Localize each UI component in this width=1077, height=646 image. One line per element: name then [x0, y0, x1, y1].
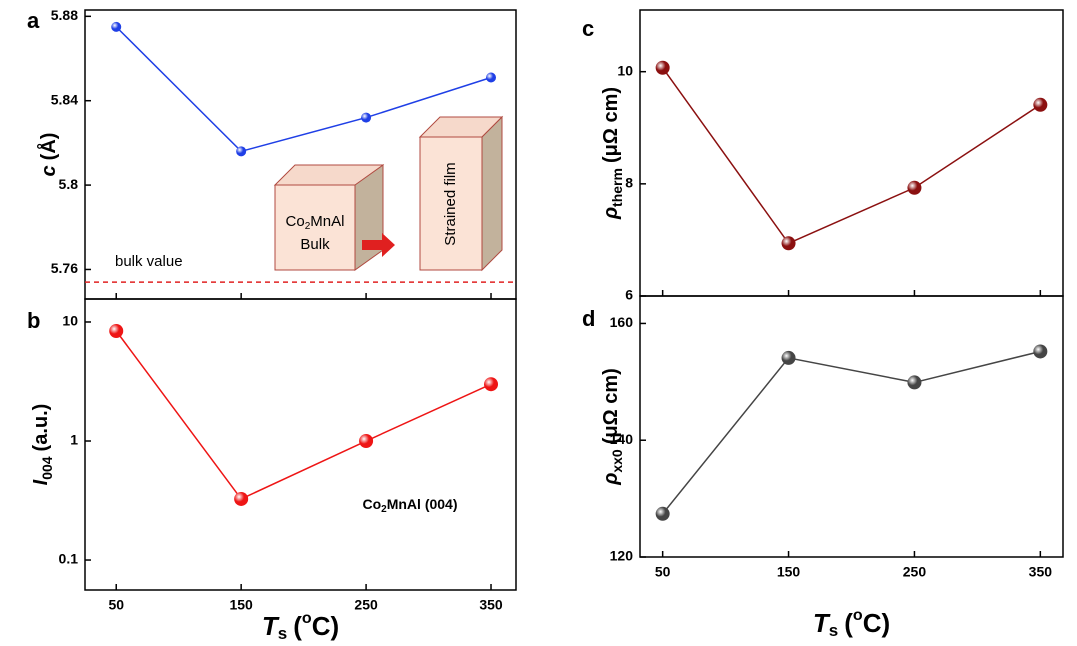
inset-part: Co: [286, 213, 305, 230]
y-label-unit: (a.u.): [30, 404, 52, 452]
y-tick-label: 6: [625, 287, 633, 303]
y-label-unit: (μΩ cm): [600, 368, 622, 444]
marker: [656, 61, 670, 75]
y-tick-label: 5.76: [51, 260, 78, 276]
y-label-sub: therm: [609, 168, 625, 207]
x-tick-label: 50: [655, 564, 671, 580]
y-tick-label: 120: [610, 548, 634, 564]
y-tick-label: 0.1: [59, 551, 79, 567]
marker: [782, 351, 796, 365]
x-label-open: (: [844, 608, 853, 638]
y-axis-label: ρtherm (μΩ cm): [600, 87, 624, 220]
inset-diagram: Co2MnAl Bulk Strained film: [275, 117, 502, 270]
inset-part: MnAl: [310, 213, 344, 230]
inset-label: Co2MnAl: [286, 213, 345, 232]
annotation: Co2MnAl (004): [362, 496, 457, 515]
marker: [361, 113, 371, 123]
marker: [359, 434, 373, 448]
marker: [109, 324, 123, 338]
marker: [1033, 344, 1047, 358]
x-tick-label: 350: [1029, 564, 1053, 580]
marker: [484, 377, 498, 391]
x-tick-label: 150: [229, 597, 253, 613]
marker: [656, 507, 670, 521]
x-label-close: C): [863, 608, 890, 638]
x-label-sup: o: [853, 607, 863, 624]
inset-label: Bulk: [300, 236, 330, 253]
series-line: [663, 68, 1041, 244]
x-tick-label: 250: [903, 564, 927, 580]
figure: Co2MnAl Bulk Strained film a 5.76 5.8 5.84 5.8…: [0, 0, 1077, 646]
panel-label: a: [27, 8, 40, 33]
marker: [236, 146, 246, 156]
marker: [782, 236, 796, 250]
panel-label: b: [27, 308, 40, 333]
x-tick-label: 350: [479, 597, 503, 613]
x-axis-label: Ts(oC): [813, 607, 890, 640]
y-tick-label: 160: [610, 314, 634, 330]
x-label-open: (: [293, 611, 302, 641]
y-tick-label: 8: [625, 175, 633, 191]
y-label-unit: (Å): [36, 133, 60, 161]
x-label-sub: s: [829, 621, 838, 640]
y-label-symbol: ρ: [600, 207, 622, 220]
marker: [111, 22, 121, 32]
annotation-part: MnAl (004): [387, 496, 458, 512]
x-label-sub: s: [278, 624, 287, 643]
y-axis-label: ρxx0 (μΩ cm): [600, 368, 624, 486]
y-label-sub: 004: [39, 456, 55, 480]
marker: [907, 181, 921, 195]
y-tick-label: 10: [617, 62, 633, 78]
x-label-sup: o: [302, 610, 312, 627]
x-tick-label: 50: [108, 597, 124, 613]
inset-label: Strained film: [442, 162, 459, 245]
marker: [234, 492, 248, 506]
x-axis-label: Ts(oC): [262, 610, 339, 643]
x-label-close: C): [312, 611, 339, 641]
y-tick-label: 5.8: [59, 176, 79, 192]
y-tick-label: 5.84: [51, 91, 78, 107]
y-label-symbol: ρ: [600, 473, 622, 486]
series-line: [663, 351, 1041, 513]
marker: [907, 375, 921, 389]
panel-label: d: [582, 306, 595, 331]
y-axis-label: I004(a.u.): [30, 404, 54, 486]
plot-frame: [640, 296, 1063, 557]
y-axis-label: c (Å): [36, 133, 60, 177]
film-side: [482, 117, 502, 270]
y-label-unit: (μΩ cm): [600, 87, 622, 163]
x-tick-label: 150: [777, 564, 801, 580]
marker: [1033, 98, 1047, 112]
series-line: [116, 331, 491, 499]
y-label-sub: xx0: [609, 449, 625, 473]
x-tick-label: 250: [354, 597, 378, 613]
reference-label: bulk value: [115, 253, 183, 270]
marker: [486, 73, 496, 83]
y-tick-label: 1: [70, 432, 78, 448]
plot-frame: [85, 299, 516, 590]
y-tick-label: 10: [62, 313, 78, 329]
y-label-symbol: c: [38, 165, 60, 176]
panel-label: c: [582, 16, 594, 41]
y-tick-label: 5.88: [51, 7, 78, 23]
plot-frame: [640, 10, 1063, 296]
annotation-part: Co: [362, 496, 381, 512]
